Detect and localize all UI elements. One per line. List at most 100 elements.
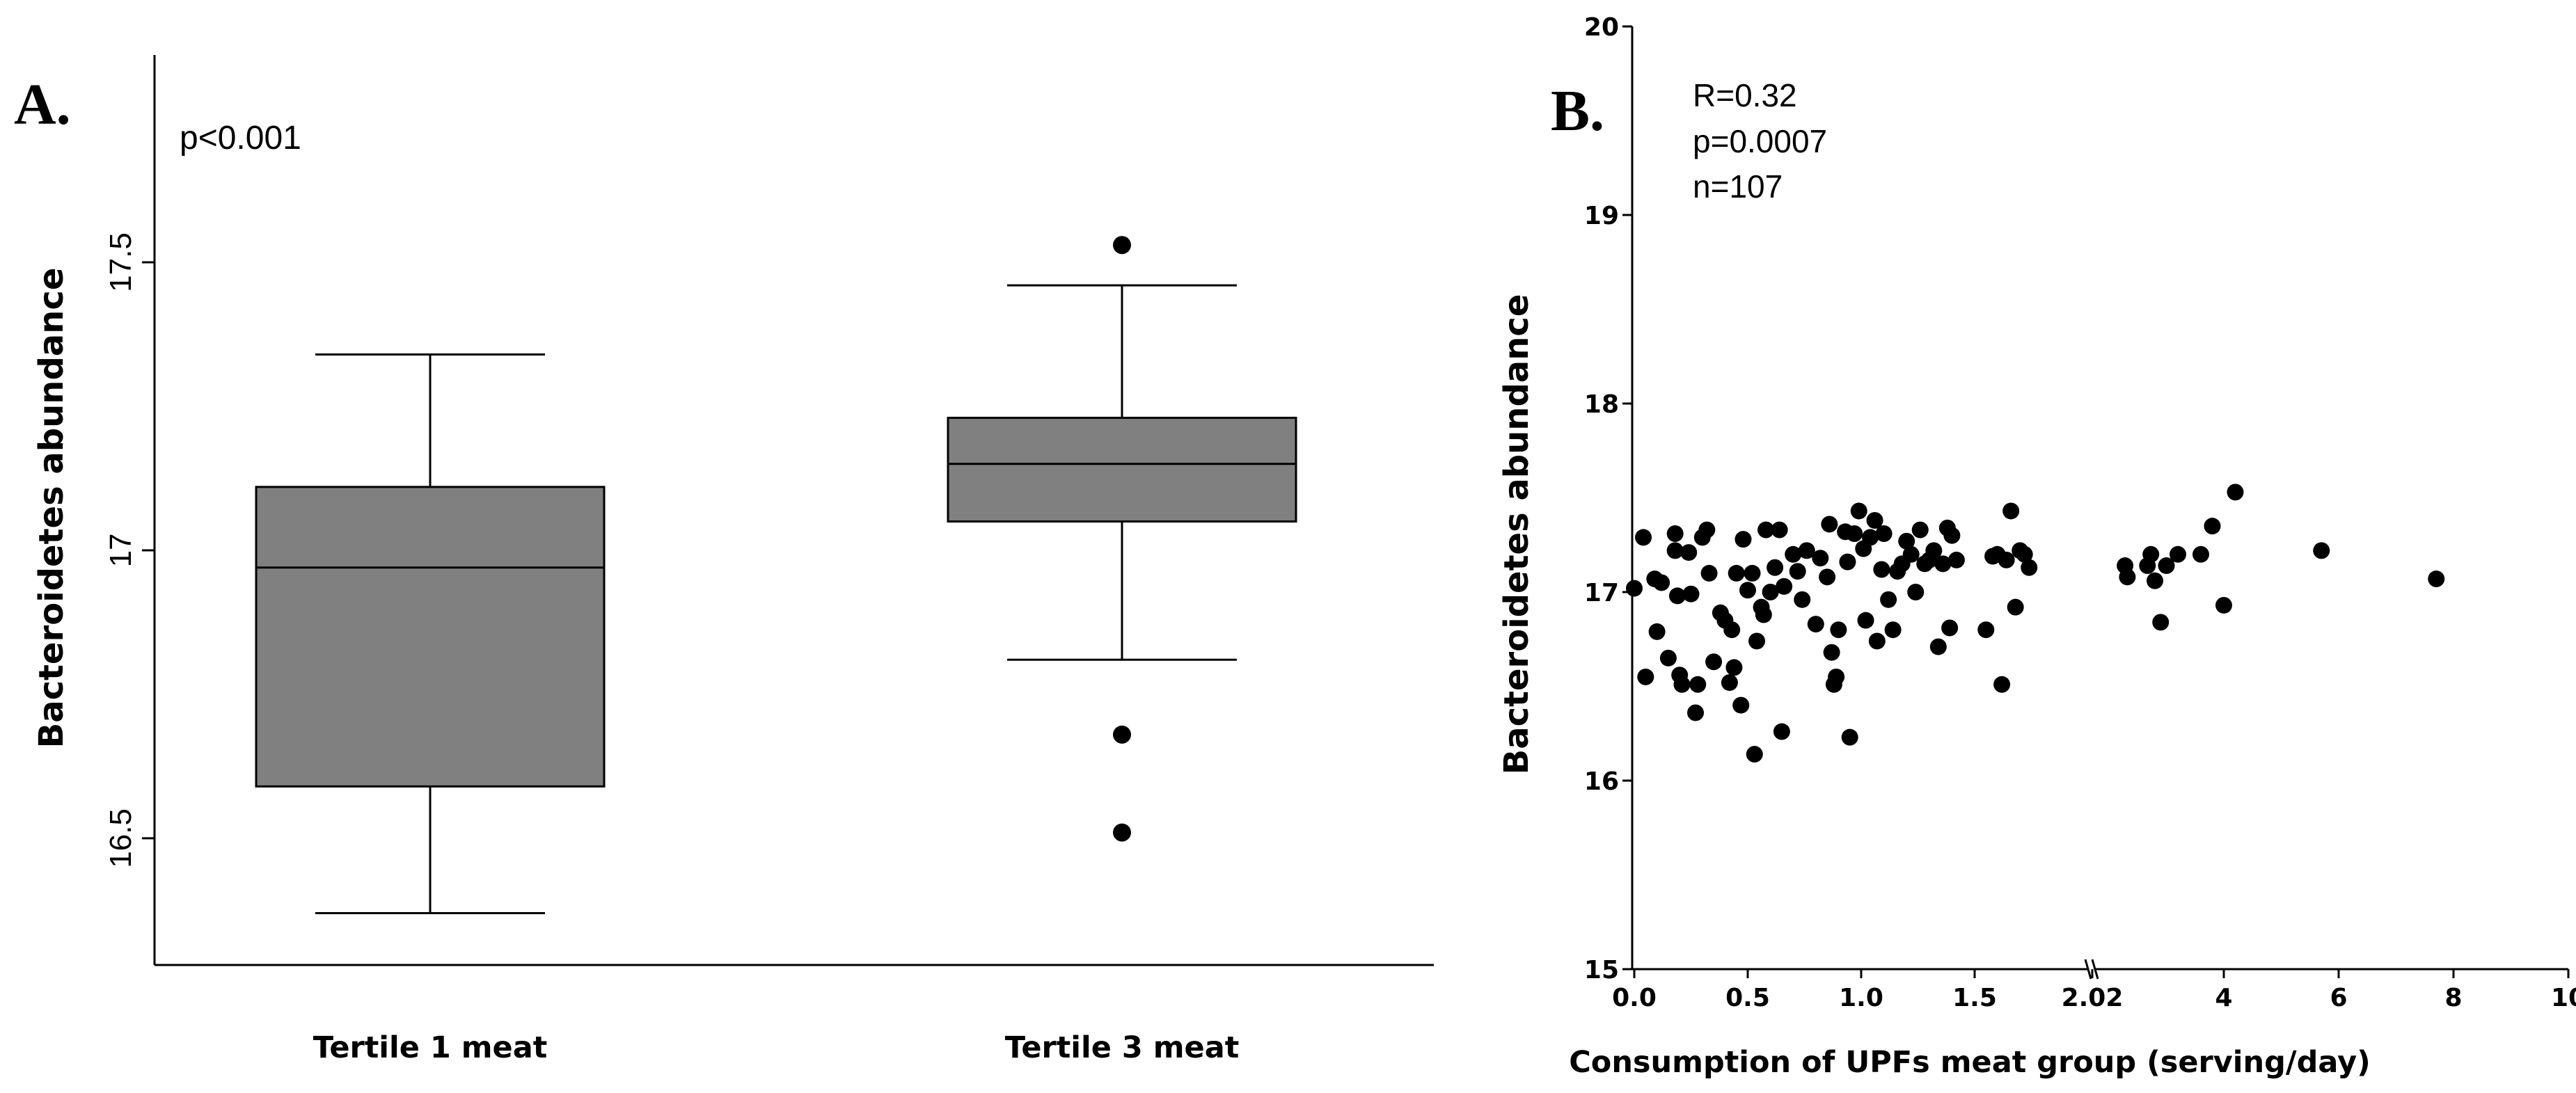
box-2 <box>947 236 1297 842</box>
scatter-point <box>2313 542 2330 559</box>
scatter-point <box>1626 580 1643 597</box>
scatter-point <box>1866 512 1883 529</box>
box-outlier-point <box>1113 236 1131 255</box>
scatter-point <box>1880 591 1897 608</box>
scatter-point <box>1873 561 1890 578</box>
panel-b-x-axis: 0.0 0.5 1.0 1.5 2.02 4 6 8 10 <box>1612 959 2576 1012</box>
scatter-point <box>1902 545 1920 563</box>
scatter-point <box>1830 621 1847 639</box>
scatter-point <box>1723 621 1741 639</box>
scatter-point <box>1785 545 1802 563</box>
scatter-point <box>1841 728 1858 746</box>
panel-b-x-tick-label: 0.0 <box>1612 984 1657 1012</box>
panel-a-boxplot: A. p<0.001 Bacteroidetes abundance 16.51… <box>14 55 1434 1065</box>
scatter-point <box>1767 559 1784 576</box>
scatter-point <box>1637 668 1654 685</box>
panel-a-category-label: Tertile 1 meat <box>313 1030 548 1065</box>
scatter-point <box>1773 723 1790 740</box>
panel-b-axis-break-mark <box>2084 959 2092 980</box>
scatter-point <box>1680 544 1698 561</box>
scatter-point <box>1884 621 1902 639</box>
panel-b-y-tick-label: 17 <box>1584 579 1619 607</box>
panel-b-stat-r: R=0.32 <box>1693 77 1797 113</box>
panel-a-category-label: Tertile 3 meat <box>1005 1030 1240 1065</box>
scatter-point <box>2119 568 2136 586</box>
panel-b-stat-p: p=0.0007 <box>1693 123 1827 159</box>
scatter-point <box>1925 542 1943 559</box>
scatter-point <box>2215 596 2232 614</box>
scatter-point <box>1705 653 1723 671</box>
scatter-point <box>1739 582 1756 599</box>
panel-b-x-axis-label: Consumption of UPFs meat group (serving/… <box>1569 1045 2371 1080</box>
scatter-point <box>2147 572 2163 589</box>
scatter-point <box>1993 676 2011 693</box>
scatter-point <box>2021 559 2038 576</box>
scatter-point <box>1659 649 1677 667</box>
panel-b-x-tick-label: 1.5 <box>1952 984 1997 1012</box>
scatter-point <box>1821 516 1838 533</box>
scatter-point <box>1998 551 2015 568</box>
scatter-point <box>1947 551 1965 568</box>
scatter-point <box>2007 598 2024 616</box>
panel-b-y-tick-label: 15 <box>1584 956 1619 984</box>
scatter-point <box>1689 676 1707 693</box>
scatter-point <box>1823 644 1840 661</box>
box-iqr <box>947 417 1297 523</box>
box-outlier-point <box>1113 725 1131 744</box>
scatter-point <box>2152 614 2170 631</box>
scatter-point <box>1666 525 1684 542</box>
panel-b-y-ticks: 15 16 17 18 19 20 <box>1584 13 1632 984</box>
scatter-point <box>1700 564 1718 582</box>
scatter-point <box>1819 568 1836 586</box>
scatter-point <box>2204 518 2221 535</box>
panel-b-y-tick-label: 18 <box>1584 390 1619 419</box>
scatter-point <box>2002 502 2020 520</box>
scatter-point <box>1828 668 1845 685</box>
scatter-point <box>1929 638 1947 655</box>
scatter-point <box>1850 502 1867 520</box>
scatter-point <box>1857 612 1874 629</box>
scatter-point <box>2016 545 2033 563</box>
scatter-point <box>1721 674 1738 692</box>
scatter-point <box>1977 621 1995 639</box>
box-outlier-point <box>1113 823 1131 842</box>
scatter-point <box>1776 577 1793 595</box>
panel-b-x-tick-label: 10 <box>2551 984 2576 1012</box>
panel-a-boxes <box>255 236 1297 914</box>
scatter-point <box>1862 529 1879 546</box>
scatter-point <box>1744 564 1761 582</box>
panel-b-x-tick-label: 0.5 <box>1725 984 1770 1012</box>
panel-b-scatter: B. R=0.32 p=0.0007 n=107 Bacteroidetes a… <box>1497 13 2576 1080</box>
box-1 <box>255 353 606 914</box>
panel-b-y-tick-label: 16 <box>1584 767 1619 796</box>
panel-a-y-axis-label: Bacteroidetes abundance <box>32 268 71 749</box>
scatter-point <box>1682 585 1700 603</box>
scatter-point <box>1907 584 1925 600</box>
scatter-point <box>1875 525 1893 542</box>
scatter-point <box>1732 696 1750 714</box>
panel-a-p-annotation: p<0.001 <box>180 120 301 157</box>
scatter-point <box>1762 584 1779 600</box>
scatter-point <box>1735 531 1752 548</box>
panel-b-x-tick-label: 6 <box>2330 984 2347 1012</box>
scatter-point <box>2227 484 2244 501</box>
scatter-point <box>1653 574 1670 591</box>
scatter-point <box>1812 550 1829 567</box>
scatter-point <box>1771 521 1788 538</box>
scatter-point <box>1934 555 1952 573</box>
scatter-point <box>1635 529 1652 546</box>
scatter-point <box>1798 542 1815 559</box>
panel-a-y-tick-label: 17 <box>104 533 138 567</box>
scatter-point <box>2142 545 2160 563</box>
panel-a-y-tick-label: 17.5 <box>104 232 138 292</box>
panel-a-category-labels: Tertile 1 meat Tertile 3 meat <box>313 1030 1240 1065</box>
scatter-point <box>1794 591 1811 608</box>
panel-b-stat-n: n=107 <box>1693 168 1783 205</box>
scatter-point <box>1668 587 1686 605</box>
panel-a-y-ticks: 16.5 17 17.5 <box>104 232 155 868</box>
scatter-point <box>1943 527 1961 544</box>
scatter-point <box>2170 545 2186 563</box>
panel-b-axis-break-mark <box>2091 959 2099 980</box>
scatter-point <box>2428 571 2445 588</box>
